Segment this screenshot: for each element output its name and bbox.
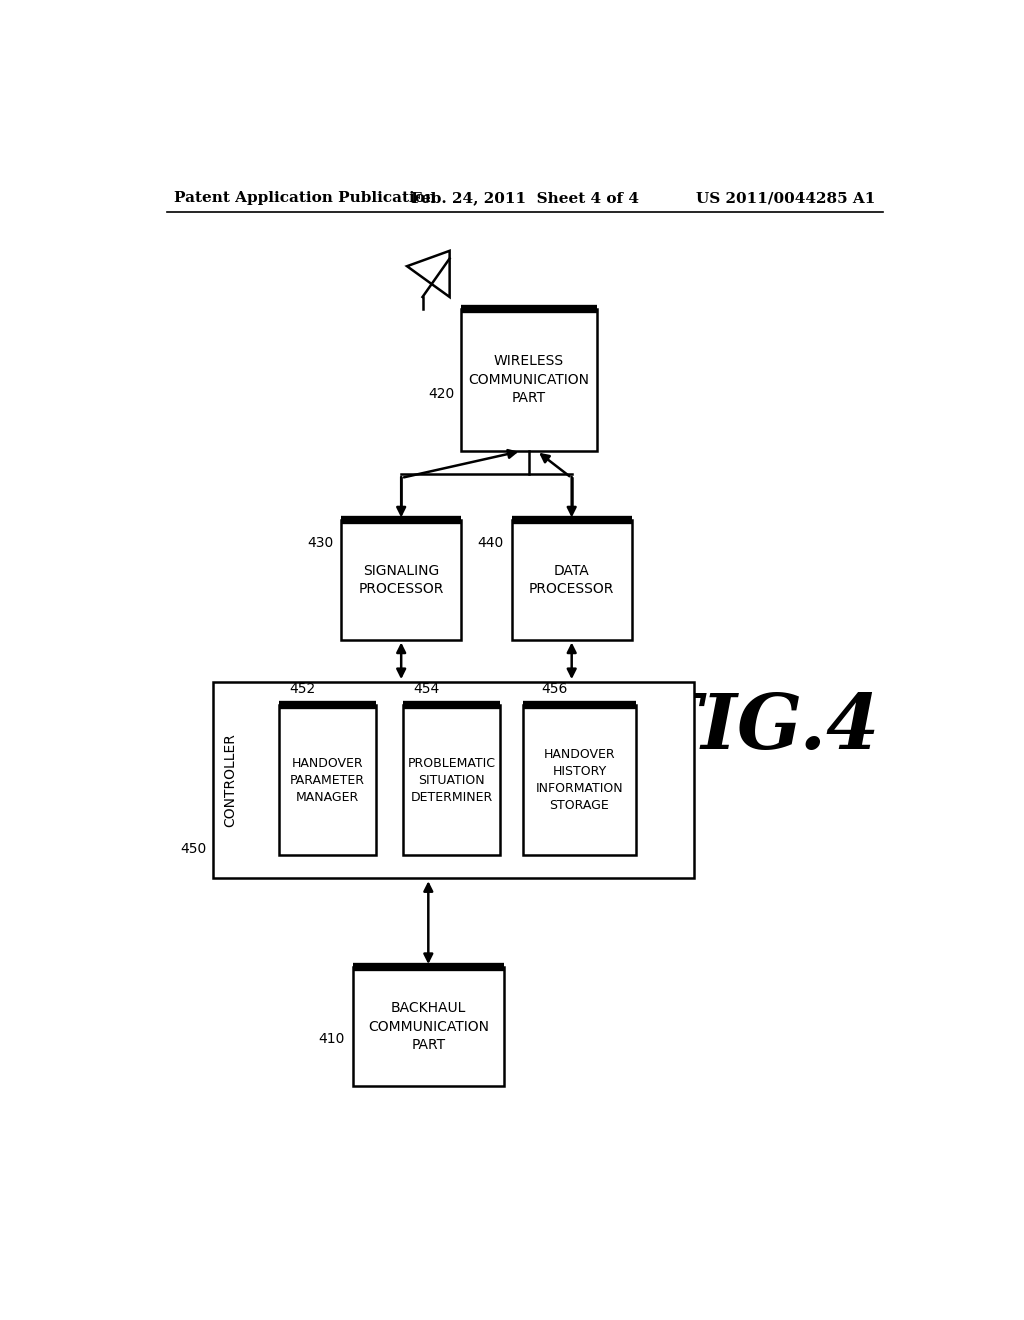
- Bar: [512, 520, 632, 640]
- Text: US 2011/0044285 A1: US 2011/0044285 A1: [695, 191, 876, 206]
- Text: 410: 410: [318, 1031, 345, 1045]
- Bar: [280, 705, 376, 855]
- Bar: [403, 705, 500, 855]
- Bar: [352, 966, 504, 1086]
- Text: 440: 440: [477, 536, 504, 549]
- Text: CONTROLLER: CONTROLLER: [223, 733, 238, 828]
- Text: WIRELESS
COMMUNICATION
PART: WIRELESS COMMUNICATION PART: [469, 354, 590, 405]
- Bar: [213, 682, 693, 878]
- Text: 454: 454: [414, 682, 440, 696]
- Text: PROBLEMATIC
SITUATION
DETERMINER: PROBLEMATIC SITUATION DETERMINER: [408, 756, 496, 804]
- Text: SIGNALING
PROCESSOR: SIGNALING PROCESSOR: [358, 564, 443, 597]
- Text: FIG.4: FIG.4: [647, 692, 880, 766]
- Text: 450: 450: [181, 842, 207, 855]
- Text: DATA
PROCESSOR: DATA PROCESSOR: [529, 564, 614, 597]
- Text: 452: 452: [290, 682, 316, 696]
- Text: HANDOVER
PARAMETER
MANAGER: HANDOVER PARAMETER MANAGER: [290, 756, 366, 804]
- Text: HANDOVER
HISTORY
INFORMATION
STORAGE: HANDOVER HISTORY INFORMATION STORAGE: [536, 748, 624, 812]
- Text: 456: 456: [542, 682, 568, 696]
- Text: BACKHAUL
COMMUNICATION
PART: BACKHAUL COMMUNICATION PART: [368, 1001, 488, 1052]
- Text: 430: 430: [307, 536, 334, 549]
- Text: Patent Application Publication: Patent Application Publication: [174, 191, 436, 206]
- Text: 420: 420: [429, 387, 455, 401]
- Bar: [523, 705, 636, 855]
- Text: Feb. 24, 2011  Sheet 4 of 4: Feb. 24, 2011 Sheet 4 of 4: [411, 191, 639, 206]
- Bar: [341, 520, 461, 640]
- Bar: [461, 309, 597, 451]
